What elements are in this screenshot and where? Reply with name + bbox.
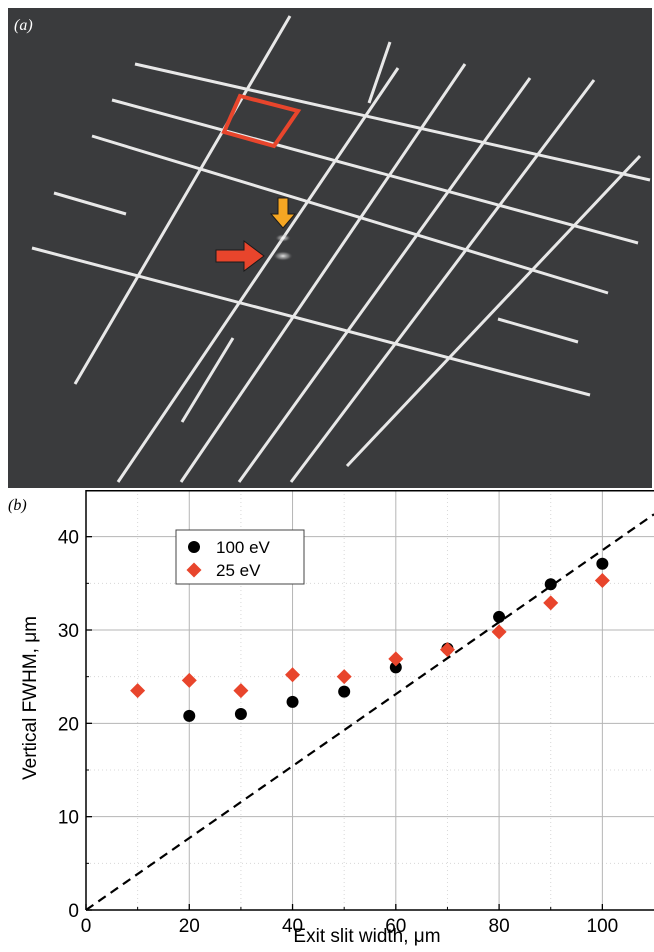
x-tick-label: 0 <box>81 916 92 937</box>
y-tick-label: 30 <box>58 621 79 642</box>
legend-entry-label: 100 eV <box>216 538 271 557</box>
y-axis-label: Vertical FWHM, μm <box>20 616 41 780</box>
y-tick-label: 0 <box>68 901 79 922</box>
beam-spot-lower <box>273 251 293 261</box>
red-arrow-icon <box>215 240 265 272</box>
data-point-25ev <box>388 651 404 667</box>
fwhm-chart-panel: 0 20 40 60 80 100 0 10 20 30 40 100 eV 25 eV (b) Ex… <box>0 490 654 947</box>
x-axis-label: Exit slit width, μm <box>293 926 440 947</box>
data-point-100ev <box>286 695 299 708</box>
image-background <box>8 8 652 488</box>
data-point-100ev <box>596 557 609 570</box>
grid-bar <box>31 246 591 397</box>
data-point-25ev <box>336 669 352 685</box>
y-tick-label: 20 <box>58 714 79 735</box>
x-tick-label: 40 <box>282 916 303 937</box>
x-tick-label: 20 <box>179 916 200 937</box>
x-tick-label: 100 <box>587 916 619 937</box>
y-tick-label: 40 <box>58 528 79 549</box>
legend-marker-100ev <box>188 541 200 553</box>
data-points-layer <box>130 557 610 722</box>
tick-labels: 0 20 40 60 80 100 0 10 20 30 40 <box>58 528 618 937</box>
data-point-100ev <box>234 708 247 720</box>
grid-bar <box>53 191 127 216</box>
orange-arrow-icon <box>269 197 297 229</box>
reference-dashed-line <box>85 513 654 911</box>
data-point-25ev <box>594 573 610 589</box>
data-point-25ev <box>181 672 197 688</box>
mesh-grid <box>31 15 651 483</box>
microscope-image-panel: (a) <box>8 8 652 488</box>
reference-line-layer <box>85 513 654 911</box>
grid-bar <box>116 67 400 483</box>
x-tick-label: 80 <box>489 916 510 937</box>
grid-image: (a) <box>8 8 652 488</box>
grid-bar <box>179 63 467 483</box>
chart-axes <box>85 490 654 911</box>
data-point-100ev <box>493 610 506 623</box>
highlighted-grid-cell <box>221 93 302 149</box>
grid-bar <box>73 15 292 385</box>
panel-b-label: (b) <box>8 497 27 514</box>
data-point-25ev <box>491 624 507 640</box>
grid-bar <box>180 337 235 423</box>
data-point-25ev <box>233 683 249 699</box>
data-point-100ev <box>389 661 402 674</box>
grid-bar <box>289 79 596 483</box>
data-point-25ev <box>543 595 559 611</box>
legend-marker-25ev <box>186 562 202 578</box>
fwhm-scatter-chart: 0 20 40 60 80 100 0 10 20 30 40 100 eV 25 eV (b) Ex… <box>8 490 654 947</box>
grid-bar <box>345 154 642 468</box>
grid-bar <box>367 41 392 104</box>
y-tick-label: 10 <box>58 808 79 829</box>
data-point-25ev <box>130 683 146 699</box>
grid-bar <box>91 134 609 295</box>
data-point-25ev <box>285 667 301 683</box>
data-point-100ev <box>183 709 196 722</box>
x-tick-label: 60 <box>385 916 406 937</box>
data-point-25ev <box>439 642 455 658</box>
grid-bar <box>237 77 532 483</box>
beam-spot-upper <box>275 234 291 242</box>
grid-bar <box>111 98 639 245</box>
chart-gridlines <box>86 490 654 910</box>
grid-bar <box>134 62 651 182</box>
legend-entry-label: 25 eV <box>216 561 261 580</box>
chart-legend: 100 eV 25 eV <box>175 529 305 585</box>
legend-box <box>175 529 305 585</box>
panel-a-label: (a) <box>14 17 33 34</box>
data-point-100ev <box>544 578 557 591</box>
grid-bar <box>497 317 579 344</box>
data-point-100ev <box>338 685 351 698</box>
